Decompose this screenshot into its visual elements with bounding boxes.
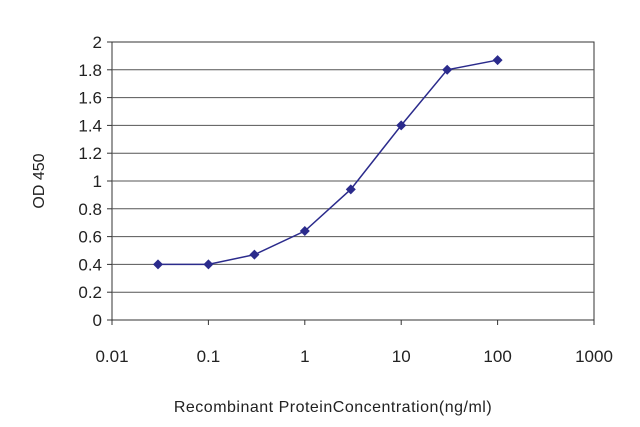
y-tick-label: 0.4: [78, 255, 102, 274]
y-tick-label: 1.4: [78, 116, 102, 135]
x-tick-label: 100: [483, 347, 511, 366]
data-point: [396, 120, 407, 131]
x-tick-label: 1: [300, 347, 309, 366]
y-axis-label: OD 450: [31, 153, 48, 208]
y-tick-label: 0.6: [78, 228, 102, 247]
data-point: [299, 226, 310, 237]
y-tick-label: 1.8: [78, 61, 102, 80]
y-tick-label: 0.2: [78, 283, 102, 302]
x-tick-label: 0.01: [95, 347, 128, 366]
x-tick-label: 10: [392, 347, 411, 366]
series-group: [152, 55, 503, 270]
plot-area: [111, 41, 595, 321]
x-tick-label: 1000: [575, 347, 613, 366]
data-point: [492, 55, 503, 66]
series-line: [157, 59, 498, 266]
y-tick-label: 0.8: [78, 200, 102, 219]
y-tick-labels: 0 0.2 0.4 0.6 0.8 1 1.2 1.4 1.6 1.8 2: [78, 33, 112, 330]
x-axis-label: Recombinant ProteinConcentration(ng/ml): [174, 399, 492, 416]
data-point: [152, 259, 163, 270]
data-point: [249, 249, 260, 260]
data-point: [442, 64, 453, 75]
y-tick-label: 0: [93, 311, 102, 330]
x-tick-label: 0.1: [197, 347, 221, 366]
y-tick-label: 1.2: [78, 144, 102, 163]
data-point: [345, 184, 356, 195]
y-tick-label: 1.6: [78, 89, 102, 108]
y-tick-label: 2: [93, 33, 102, 52]
x-tick-labels: 0.01 0.1 1 10 100 1000: [95, 320, 613, 366]
y-tick-label: 1: [93, 172, 102, 191]
data-point: [203, 259, 214, 270]
